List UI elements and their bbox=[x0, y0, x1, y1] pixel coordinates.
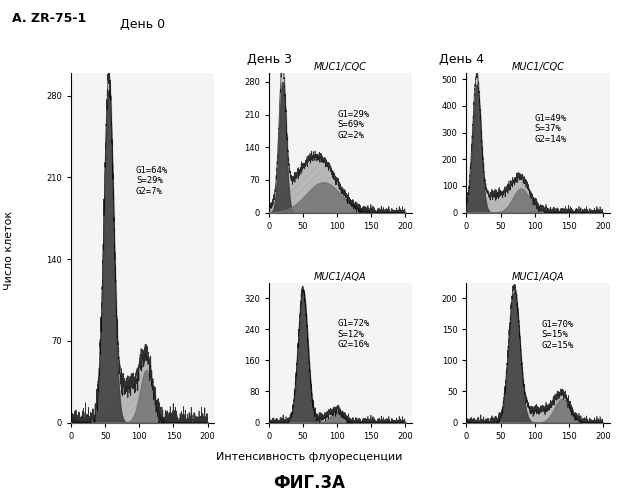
Text: G1=70%
S=15%
G2=15%: G1=70% S=15% G2=15% bbox=[542, 320, 574, 350]
Text: G1=72%
S=12%
G2=16%: G1=72% S=12% G2=16% bbox=[337, 320, 370, 349]
Text: Число клеток: Число клеток bbox=[4, 210, 14, 290]
Title: MUC1/AQA: MUC1/AQA bbox=[512, 272, 565, 281]
Text: G1=29%
S=69%
G2=2%: G1=29% S=69% G2=2% bbox=[337, 110, 370, 140]
Title: MUC1/CQC: MUC1/CQC bbox=[512, 62, 565, 72]
Text: A. ZR-75-1: A. ZR-75-1 bbox=[12, 12, 87, 26]
Text: День 4: День 4 bbox=[439, 52, 483, 66]
Text: День 0: День 0 bbox=[120, 18, 165, 30]
Title: MUC1/CQC: MUC1/CQC bbox=[314, 62, 367, 72]
Text: Интенсивность флуоресценции: Интенсивность флуоресценции bbox=[216, 452, 403, 462]
Text: G1=49%
S=37%
G2=14%: G1=49% S=37% G2=14% bbox=[535, 114, 567, 144]
Text: G1=64%
S=29%
G2=7%: G1=64% S=29% G2=7% bbox=[136, 166, 168, 196]
Text: ФИГ.3А: ФИГ.3А bbox=[274, 474, 345, 492]
Title: MUC1/AQA: MUC1/AQA bbox=[314, 272, 367, 281]
Text: День 3: День 3 bbox=[247, 52, 292, 66]
